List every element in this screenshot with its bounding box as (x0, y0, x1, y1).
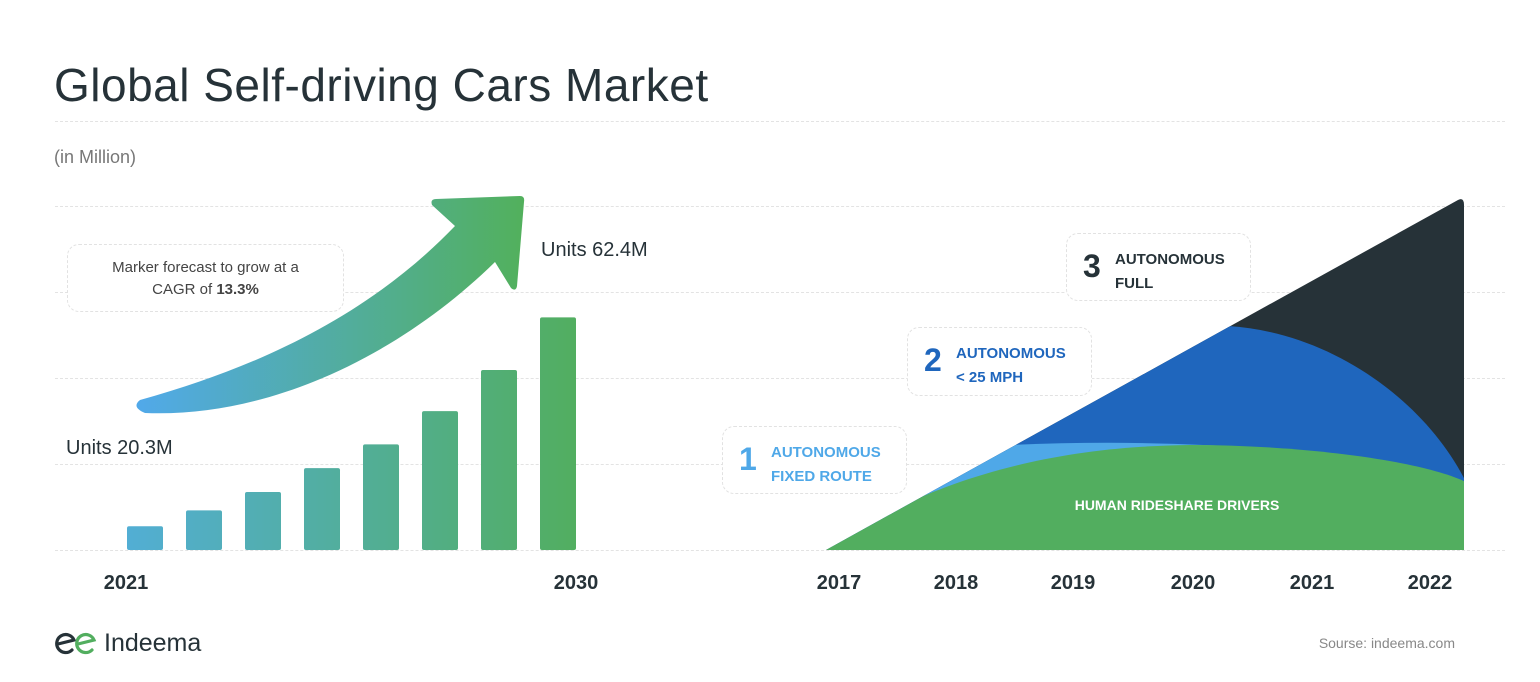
x-tick-label: 2021 (103, 572, 149, 594)
callout-line1: Marker forecast to grow at a (112, 259, 299, 276)
source-text: Sourse: indeema.com (1318, 635, 1455, 651)
legend-number: 3 (1083, 248, 1101, 284)
legend-label: AUTONOMOUS < 25 MPH (956, 342, 1066, 390)
legend-callout-3: 3 AUTONOMOUS FULL (1066, 233, 1251, 301)
legend-line: < 25 MPH (956, 369, 1024, 386)
area-human-drivers (826, 445, 1464, 550)
page-title: Global Self-driving Cars Market (54, 59, 709, 111)
x-tick-label: 2021 (1289, 572, 1335, 594)
cagr-callout: Marker forecast to grow at a CAGR of 13.… (67, 244, 344, 312)
legend-label: AUTONOMOUS FIXED ROUTE (771, 441, 881, 489)
x-tick-label: 2030 (553, 572, 599, 594)
legend-line: FULL (1115, 275, 1154, 292)
last-value-label: Units 62.4M (541, 239, 648, 261)
bar (540, 317, 576, 550)
x-tick-label: 2022 (1407, 572, 1453, 594)
bar (481, 369, 517, 550)
legend-number: 1 (739, 441, 757, 477)
grid-line (55, 292, 1505, 293)
legend-line: AUTONOMOUS (956, 345, 1066, 362)
legend-line: AUTONOMOUS (1115, 251, 1225, 268)
callout-prefix: CAGR of (152, 281, 217, 298)
x-tick-label: 2018 (933, 572, 979, 594)
indeema-logo: Indeema (54, 628, 201, 658)
grid-line (55, 206, 1505, 207)
bar (422, 411, 458, 550)
area-label-human: HUMAN RIDESHARE DRIVERS (1074, 497, 1280, 513)
grid-line (55, 550, 1505, 551)
legend-callout-1: 1 AUTONOMOUS FIXED ROUTE (722, 426, 907, 494)
grid-line (55, 121, 1505, 122)
grid-line (55, 378, 1505, 379)
first-value-label: Units 20.3M (66, 437, 173, 459)
callout-line2: CAGR of 13.3% (68, 279, 343, 301)
bar-series (127, 317, 576, 550)
x-tick-label: 2019 (1050, 572, 1096, 594)
bar (245, 491, 281, 550)
x-tick-label: 2020 (1170, 572, 1216, 594)
logo-mark-icon (55, 632, 97, 655)
legend-label: AUTONOMOUS FULL (1115, 248, 1225, 296)
bar (304, 468, 340, 550)
cagr-value: 13.3% (216, 281, 259, 298)
legend-line: AUTONOMOUS (771, 444, 881, 461)
logo-text: Indeema (104, 628, 202, 657)
legend-number: 2 (924, 342, 942, 378)
growth-arrow-icon (136, 196, 525, 414)
legend-callout-2: 2 AUTONOMOUS < 25 MPH (907, 327, 1092, 396)
x-tick-label: 2017 (816, 572, 862, 594)
bar (186, 510, 222, 550)
bar (363, 444, 399, 550)
unit-subtitle: (in Million) (54, 147, 137, 167)
bar (127, 526, 163, 550)
legend-line: FIXED ROUTE (771, 468, 872, 485)
